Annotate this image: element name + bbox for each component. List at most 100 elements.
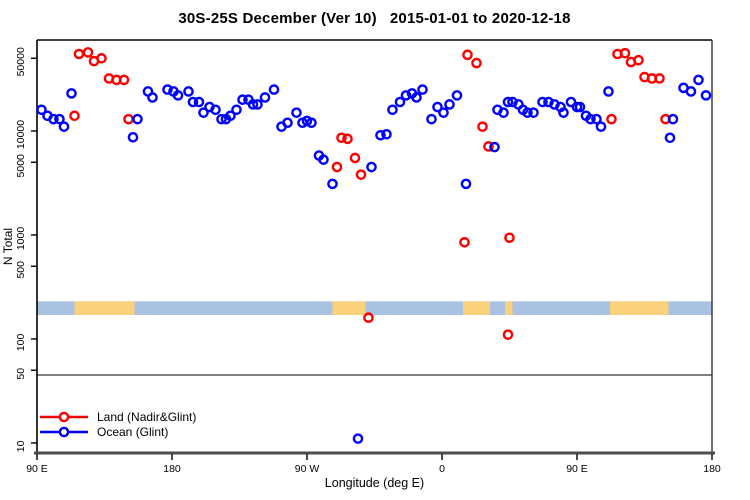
x-tick-label: 90 W <box>295 463 320 475</box>
y-tick-label: 1000 <box>15 227 27 251</box>
data-point-land <box>619 47 631 59</box>
data-point-ocean <box>352 433 364 444</box>
data-point-ocean <box>603 86 614 97</box>
data-point-ocean <box>183 86 194 97</box>
data-point-land <box>363 312 374 324</box>
data-point-ocean <box>585 113 596 125</box>
y-tick-label: 50000 <box>15 47 27 76</box>
y-tick-label: 10000 <box>15 120 27 149</box>
data-point-land <box>331 161 343 173</box>
y-axis-title: N Total <box>1 228 15 265</box>
data-point-ocean <box>54 113 65 125</box>
data-point-ocean <box>58 121 70 132</box>
x-tick-label: 90 E <box>566 463 588 475</box>
data-point-ocean <box>132 113 143 125</box>
data-point-ocean <box>318 154 329 165</box>
data-point-ocean <box>444 99 455 110</box>
map-band-land-segment <box>332 301 366 315</box>
legend-label: Land (Nadir&Glint) <box>97 410 196 424</box>
data-point-ocean <box>685 86 697 97</box>
x-tick-label: 180 <box>163 463 181 475</box>
data-point-ocean <box>216 113 227 125</box>
data-point-land <box>462 49 473 61</box>
data-point-ocean <box>366 161 377 173</box>
data-point-land <box>477 121 488 132</box>
data-point-ocean <box>667 113 679 125</box>
data-point-land <box>336 132 347 144</box>
data-point-ocean <box>591 113 602 125</box>
data-point-ocean <box>247 99 259 110</box>
data-point-ocean <box>210 104 221 116</box>
data-point-land <box>633 54 644 66</box>
data-point-land <box>502 329 514 340</box>
chart-title: 30S-25S December (Ver 10) 2015-01-01 to … <box>178 10 571 27</box>
data-point-ocean <box>198 107 209 118</box>
data-point-ocean <box>306 117 317 129</box>
y-tick-label: 5000 <box>15 154 27 178</box>
data-point-ocean <box>48 113 59 125</box>
data-point-ocean <box>565 96 577 108</box>
data-point-ocean <box>327 178 338 190</box>
data-point-ocean <box>268 84 280 95</box>
data-point-ocean <box>595 121 607 132</box>
data-point-ocean <box>432 101 443 113</box>
data-point-ocean <box>426 113 437 125</box>
legend-marker <box>58 426 70 438</box>
legend-label: Ocean (Glint) <box>97 425 168 439</box>
data-point-ocean <box>252 99 263 110</box>
data-point-ocean <box>574 101 586 113</box>
data-point-ocean <box>375 129 386 141</box>
data-point-land <box>459 237 470 248</box>
data-point-ocean <box>522 107 533 118</box>
data-point-ocean <box>127 131 139 143</box>
x-tick-label: 90 E <box>26 463 48 475</box>
data-point-ocean <box>172 90 184 101</box>
data-point-ocean <box>700 90 712 101</box>
data-point-land <box>73 48 85 60</box>
data-point-ocean <box>489 141 500 153</box>
data-point-ocean <box>400 90 412 101</box>
data-point-land <box>654 73 665 84</box>
data-point-land <box>342 133 353 145</box>
data-point-land <box>606 113 617 125</box>
data-point-ocean <box>502 96 514 108</box>
data-point-land <box>349 152 361 164</box>
data-point-land <box>355 169 367 180</box>
data-point-ocean <box>225 110 236 122</box>
data-point-land <box>96 53 107 64</box>
map-band-ocean <box>37 301 712 315</box>
data-point-ocean <box>498 107 509 118</box>
map-band-land-segment <box>463 301 490 315</box>
data-point-ocean <box>558 107 569 118</box>
y-tick-label: 10 <box>15 440 27 452</box>
data-point-ocean <box>693 74 704 86</box>
x-tick-label: 180 <box>703 463 721 475</box>
data-point-land <box>118 74 130 86</box>
y-tick-label: 500 <box>15 261 27 279</box>
map-band-land-segment <box>505 301 513 315</box>
data-point-ocean <box>36 104 47 116</box>
legend-marker <box>58 411 70 423</box>
data-point-ocean <box>193 96 205 108</box>
data-point-ocean <box>237 94 248 105</box>
data-point-ocean <box>187 96 199 108</box>
map-band-land-segment <box>74 301 135 315</box>
data-point-ocean <box>162 84 173 95</box>
data-point-ocean <box>460 178 472 190</box>
data-point-ocean <box>528 107 539 118</box>
x-tick-label: 0 <box>439 463 445 475</box>
data-point-ocean <box>381 128 392 140</box>
data-point-ocean <box>451 90 463 101</box>
data-point-land <box>504 232 515 244</box>
data-point-land <box>82 47 94 58</box>
data-point-ocean <box>537 96 548 108</box>
data-point-ocean <box>147 92 158 103</box>
data-point-ocean <box>66 88 77 99</box>
data-point-land <box>471 57 482 69</box>
data-point-ocean <box>411 92 422 103</box>
data-point-ocean <box>259 92 271 103</box>
data-point-ocean <box>387 104 398 116</box>
data-point-land <box>483 141 494 152</box>
data-point-ocean <box>282 117 293 129</box>
